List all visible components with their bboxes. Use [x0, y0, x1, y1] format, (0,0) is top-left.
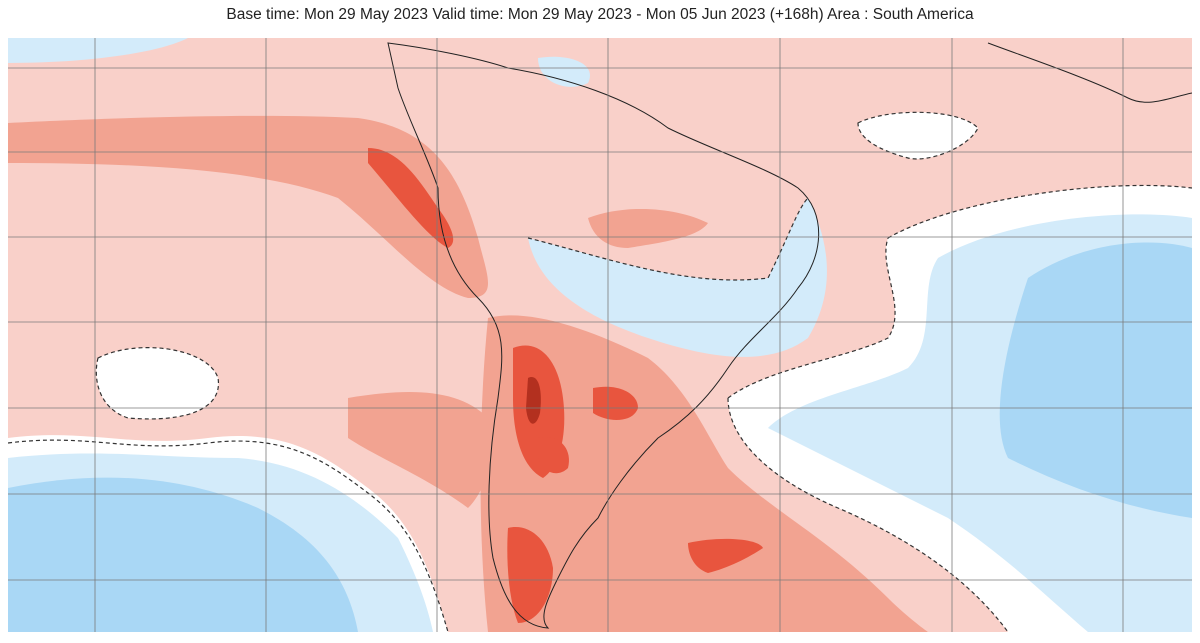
negative-anomaly-brazil [528, 198, 827, 357]
negative-anomaly-east [999, 242, 1192, 518]
anomaly-map [8, 38, 1192, 632]
map-title: Base time: Mon 29 May 2023 Valid time: M… [226, 6, 974, 23]
positive-anomaly-atlantic [688, 538, 763, 573]
zero-contour-island [95, 347, 220, 420]
negative-anomaly-east-lower [1048, 533, 1192, 632]
zero-contour-east-south [727, 237, 1009, 632]
negative-anomaly-top-left [8, 38, 188, 63]
neutral-zone-southwest-island [96, 347, 219, 419]
graticule [8, 38, 1192, 632]
negative-anomaly-venezuela [538, 56, 590, 87]
coastline-central-america [987, 42, 1192, 103]
zero-contour-east [887, 184, 1192, 239]
positive-anomaly-patagonia [507, 527, 553, 623]
zero-contour-brazil [527, 197, 809, 281]
negative-anomaly-north-patch [858, 112, 978, 159]
negative-anomaly-south [8, 477, 358, 632]
positive-anomaly-argentina [480, 315, 928, 632]
positive-anomaly-pacific-chile [348, 392, 492, 508]
positive-anomaly-brazil-central [588, 208, 708, 248]
zero-contour-north [857, 111, 979, 160]
positive-anomaly-mendoza [538, 437, 569, 474]
coastline-south-america [387, 42, 820, 629]
positive-anomaly-cordoba [593, 386, 638, 420]
positive-anomaly-pacific-core [368, 148, 454, 248]
zero-contour-south [8, 439, 449, 632]
positive-anomaly-andes-core [526, 377, 541, 424]
